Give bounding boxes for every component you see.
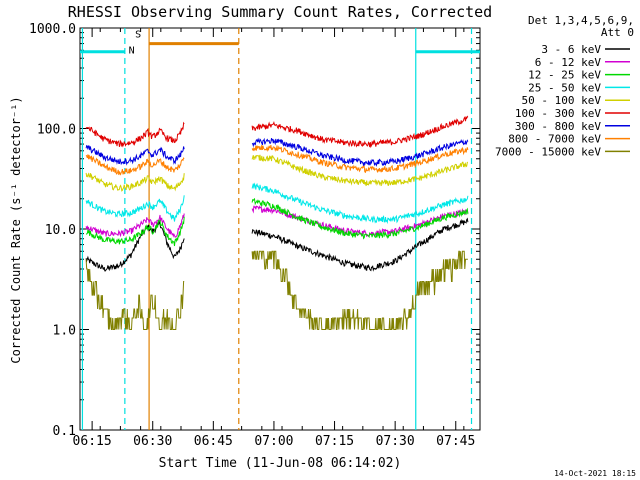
x-tick-label: 06:30 bbox=[133, 434, 172, 449]
series-line-50to100keV bbox=[85, 172, 185, 192]
y-tick-label: 10.0 bbox=[45, 223, 76, 238]
legend-title: Det 1,3,4,5,6,9, bbox=[528, 14, 634, 27]
x-tick-label: 07:00 bbox=[254, 434, 293, 449]
series-line-25to50keV bbox=[251, 182, 469, 225]
legend-entry-label: 100 - 300 keV bbox=[515, 107, 601, 120]
series-line-300to800keV bbox=[251, 137, 469, 168]
y-tick-label: 0.1 bbox=[53, 424, 76, 439]
series-line-300to800keV bbox=[85, 144, 185, 166]
x-tick-label: 07:15 bbox=[315, 434, 354, 449]
legend-entry-label: 6 - 12 keV bbox=[535, 56, 602, 69]
series-line-100to300keV bbox=[251, 115, 469, 149]
legend-entry-label: 12 - 25 keV bbox=[528, 69, 601, 82]
series-line-50to100keV bbox=[251, 154, 469, 187]
series-line-3to6keV bbox=[251, 217, 469, 272]
series-lines bbox=[85, 115, 469, 330]
series-line-12to25keV bbox=[251, 197, 469, 240]
legend-entry-label: 3 - 6 keV bbox=[541, 43, 601, 56]
series-line-6to12keV bbox=[251, 205, 469, 238]
y-tick-label: 1000.0 bbox=[29, 22, 76, 37]
series-line-800to7000keV bbox=[85, 154, 185, 176]
y-tick-label: 100.0 bbox=[37, 123, 76, 138]
series-line-7000to15000keV bbox=[251, 250, 468, 330]
series-line-25to50keV bbox=[85, 195, 185, 222]
vertical-markers bbox=[81, 28, 473, 430]
annotation-label: N bbox=[129, 45, 135, 56]
y-axis-label: Corrected Count Rate (s⁻¹ detector⁻¹) bbox=[9, 96, 23, 363]
legend-entry-label: 25 - 50 keV bbox=[528, 81, 601, 94]
annotation-label: S bbox=[135, 30, 141, 41]
legend-entry-label: 50 - 100 keV bbox=[522, 94, 602, 107]
chart-title: RHESSI Observing Summary Count Rates, Co… bbox=[68, 3, 492, 21]
series-line-800to7000keV bbox=[251, 144, 469, 174]
series-line-7000to15000keV bbox=[85, 259, 185, 330]
x-tick-label: 06:45 bbox=[194, 434, 233, 449]
series-line-100to300keV bbox=[85, 121, 185, 148]
x-tick-label: 07:30 bbox=[376, 434, 415, 449]
legend-entry-label: 800 - 7000 keV bbox=[508, 133, 601, 146]
series-line-12to25keV bbox=[85, 216, 185, 247]
plot-axes bbox=[79, 27, 481, 431]
annotations: SN bbox=[129, 30, 142, 57]
x-axis-label: Start Time (11-Jun-08 06:14:02) bbox=[159, 456, 402, 471]
legend-entry-label: 300 - 800 keV bbox=[515, 120, 601, 133]
series-line-3to6keV bbox=[85, 220, 185, 272]
axis-ticks: 0.1 1.0 10.0 100.0 1000.0 06:15 06:30 06:45 07:0… bbox=[29, 22, 480, 449]
y-tick-label: 1.0 bbox=[53, 324, 76, 339]
status-bars bbox=[80, 42, 480, 54]
legend-title: Att 0 bbox=[601, 26, 634, 39]
legend-entry-label: 7000 - 15000 keV bbox=[495, 145, 601, 158]
plot-frame bbox=[79, 27, 481, 431]
footer-timestamp: 14-Oct-2021 18:15 bbox=[554, 469, 636, 478]
x-tick-label: 06:15 bbox=[73, 434, 112, 449]
series-line-6to12keV bbox=[85, 213, 185, 239]
x-tick-label: 07:45 bbox=[436, 434, 475, 449]
